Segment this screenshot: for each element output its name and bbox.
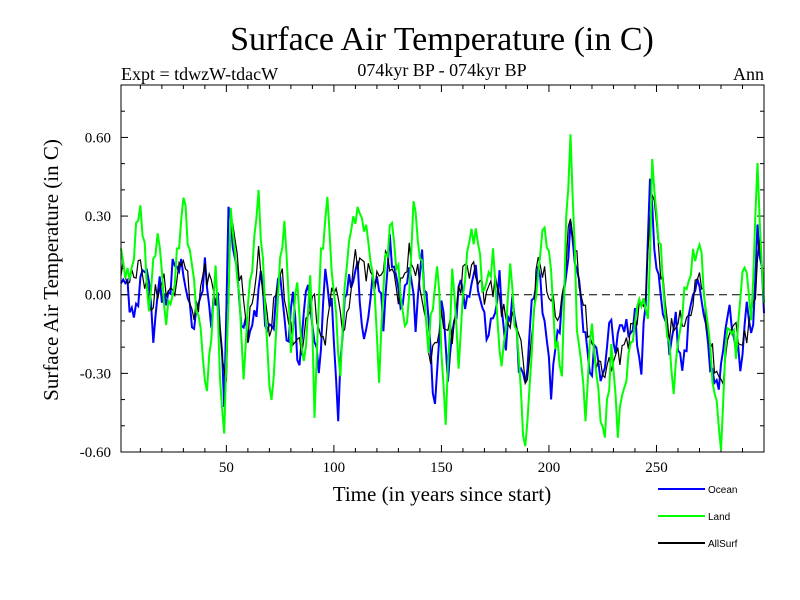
series-line-land [120, 134, 765, 451]
legend: Ocean Land AllSurf [658, 485, 738, 550]
x-tick-label: 150 [430, 460, 453, 476]
y-tick-label: 0.60 [85, 130, 111, 146]
experiment-label: Expt = tdwzW-tdacW [121, 64, 278, 84]
legend-label-allsurf: AllSurf [708, 539, 738, 550]
series-line-ocean [120, 178, 765, 422]
x-tick-label: 100 [323, 460, 346, 476]
y-tick-label: -0.30 [80, 366, 111, 382]
series-lines [120, 134, 765, 451]
season-label: Ann [733, 64, 764, 84]
legend-label-land: Land [708, 512, 730, 523]
x-axis-label: Time (in years since start) [333, 482, 552, 506]
y-tick-label: -0.60 [80, 445, 111, 461]
x-tick-label: 250 [645, 460, 668, 476]
x-tick-label: 200 [538, 460, 561, 476]
chart-title: Surface Air Temperature (in C) [230, 21, 654, 58]
axis-ticks: 50 100 150 200 250 -0.60 -0.30 0.00 0.30 0.60 [80, 84, 764, 476]
legend-label-ocean: Ocean [708, 485, 737, 496]
plot-frame [120, 84, 765, 453]
period-label: 074kyr BP - 074kyr BP [357, 60, 526, 80]
y-tick-label: 0.00 [85, 288, 111, 304]
y-tick-label: 0.30 [85, 209, 111, 225]
x-tick-label: 50 [219, 460, 234, 476]
y-axis-label: Surface Air Temperature (in C) [39, 139, 63, 401]
